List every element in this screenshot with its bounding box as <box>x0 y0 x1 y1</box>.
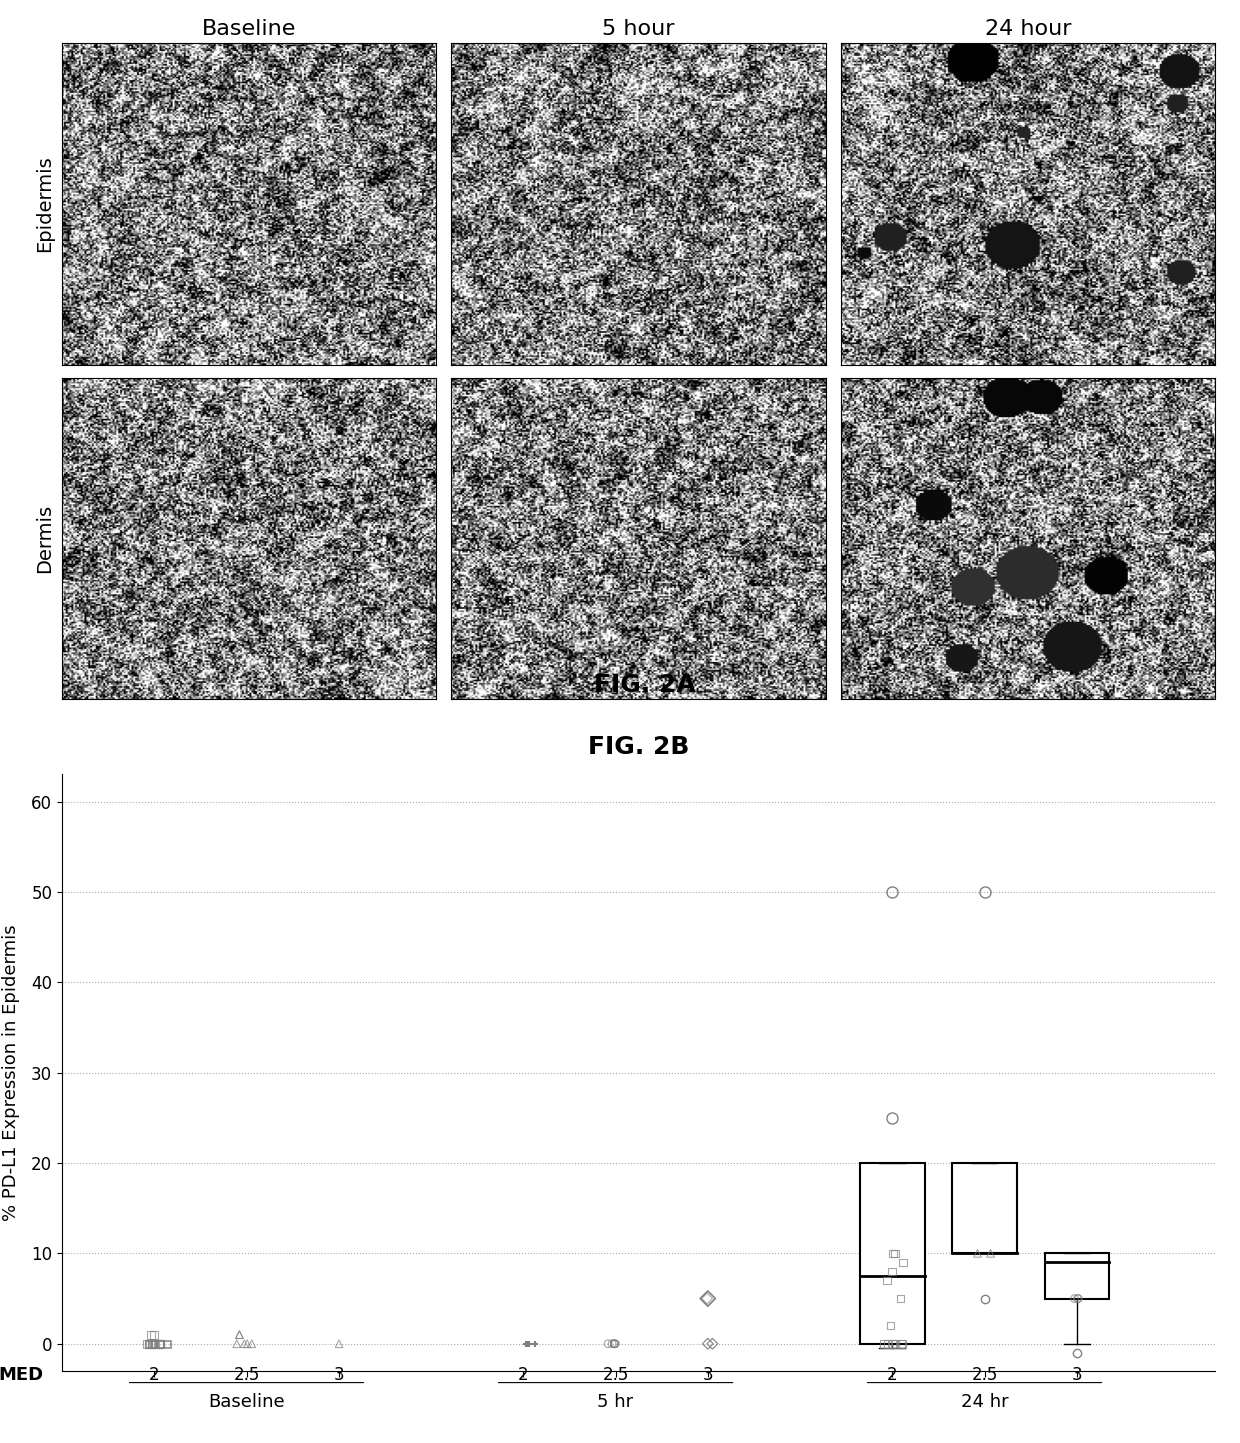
Point <box>1068 1287 1087 1310</box>
Point <box>517 1332 537 1355</box>
Point <box>981 1242 1001 1266</box>
Text: Baseline: Baseline <box>208 1394 285 1411</box>
Point <box>508 1332 528 1355</box>
FancyBboxPatch shape <box>952 1163 1017 1254</box>
Point <box>604 1332 624 1355</box>
Point <box>520 1332 539 1355</box>
Point <box>518 1332 538 1355</box>
FancyBboxPatch shape <box>1044 1254 1109 1299</box>
Text: 3: 3 <box>703 1367 713 1384</box>
Point <box>520 1332 539 1355</box>
Point <box>890 1287 910 1310</box>
Point <box>883 1242 903 1266</box>
Text: 2.5: 2.5 <box>603 1367 629 1384</box>
Point <box>510 1332 529 1355</box>
Point <box>703 1332 723 1355</box>
Point <box>878 1332 898 1355</box>
Point <box>893 1332 913 1355</box>
Point <box>698 1287 718 1310</box>
Point <box>893 1251 913 1274</box>
Point <box>516 1332 536 1355</box>
Point <box>604 1332 624 1355</box>
Point <box>518 1332 538 1355</box>
Y-axis label: Epidermis: Epidermis <box>35 156 53 253</box>
Text: FIG. 2A: FIG. 2A <box>594 674 696 697</box>
Y-axis label: % PD-L1 Expression in Epidermis: % PD-L1 Expression in Epidermis <box>2 925 20 1221</box>
Point <box>329 1332 348 1355</box>
Point <box>880 1315 900 1338</box>
Point <box>150 1332 170 1355</box>
Point <box>242 1332 262 1355</box>
Point <box>140 1332 160 1355</box>
Point <box>229 1323 249 1346</box>
Point <box>882 1260 901 1283</box>
Point <box>877 1268 897 1291</box>
Y-axis label: Dermis: Dermis <box>35 504 53 573</box>
Point <box>507 1332 527 1355</box>
Point <box>698 1332 718 1355</box>
Title: Baseline: Baseline <box>202 19 296 39</box>
Title: FIG. 2B: FIG. 2B <box>588 734 689 759</box>
Point <box>604 1332 624 1355</box>
Point <box>146 1332 166 1355</box>
Text: MED: MED <box>0 1367 43 1384</box>
Text: 24 hr: 24 hr <box>961 1394 1008 1411</box>
Point <box>598 1332 618 1355</box>
Point <box>234 1332 254 1355</box>
Point <box>143 1332 162 1355</box>
Text: 2: 2 <box>518 1367 528 1384</box>
Point <box>525 1332 544 1355</box>
Point <box>885 1332 905 1355</box>
Point <box>516 1332 536 1355</box>
Text: 2: 2 <box>149 1367 160 1384</box>
Point <box>521 1332 541 1355</box>
Point <box>138 1332 157 1355</box>
Title: 5 hour: 5 hour <box>603 19 675 39</box>
Point <box>892 1332 911 1355</box>
Point <box>967 1242 987 1266</box>
Point <box>136 1332 156 1355</box>
Text: 2.5: 2.5 <box>233 1367 259 1384</box>
Point <box>874 1332 894 1355</box>
Point <box>141 1332 161 1355</box>
Point <box>143 1332 162 1355</box>
Title: 24 hour: 24 hour <box>985 19 1071 39</box>
Point <box>156 1332 176 1355</box>
Text: 2.5: 2.5 <box>971 1367 998 1384</box>
Text: 5 hr: 5 hr <box>598 1394 634 1411</box>
Point <box>511 1332 531 1355</box>
Point <box>1069 1287 1089 1310</box>
Point <box>227 1332 247 1355</box>
Point <box>151 1332 171 1355</box>
Point <box>141 1323 161 1346</box>
Text: 3: 3 <box>1071 1367 1083 1384</box>
Point <box>516 1332 536 1355</box>
Point <box>157 1332 177 1355</box>
Point <box>516 1332 536 1355</box>
Point <box>229 1323 249 1346</box>
Point <box>885 1242 905 1266</box>
Point <box>605 1332 625 1355</box>
Point <box>150 1332 170 1355</box>
Text: 2: 2 <box>887 1367 898 1384</box>
Point <box>139 1332 159 1355</box>
Text: 3: 3 <box>334 1367 343 1384</box>
Point <box>883 1332 903 1355</box>
Point <box>150 1332 170 1355</box>
Point <box>603 1332 622 1355</box>
Point <box>237 1332 257 1355</box>
Point <box>144 1323 164 1346</box>
Point <box>145 1332 165 1355</box>
FancyBboxPatch shape <box>861 1163 925 1343</box>
Point <box>150 1332 170 1355</box>
Point <box>1065 1287 1085 1310</box>
Point <box>697 1287 717 1310</box>
